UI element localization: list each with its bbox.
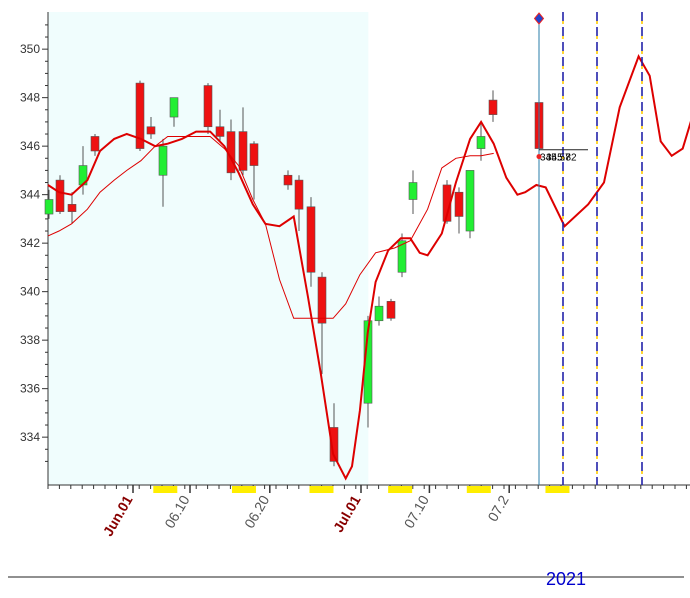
- candle: [215, 109, 225, 142]
- weekend-marker: [545, 486, 570, 493]
- candle: [306, 197, 316, 287]
- cursor-marker: [533, 12, 545, 25]
- x-tick-label: 06.10: [161, 492, 192, 531]
- weekend-marker: [153, 486, 178, 493]
- candle-body-down: [67, 204, 77, 212]
- candle-body-up: [476, 136, 486, 149]
- candle-body-up: [465, 170, 475, 232]
- weekend-markers: [153, 486, 570, 493]
- x-tick-label: Jul.01: [330, 492, 364, 535]
- candle: [146, 117, 156, 139]
- x-tick-label: 07.10: [401, 492, 432, 531]
- candle-body-down: [283, 174, 293, 186]
- candle-body-down: [306, 206, 316, 273]
- y-tick-label: 346: [20, 139, 40, 153]
- candle: [386, 298, 396, 321]
- candle-body-down: [386, 301, 396, 319]
- candle-body-down: [215, 126, 225, 137]
- weekend-marker: [388, 486, 413, 493]
- year-label: 2021: [546, 569, 586, 589]
- candle-body-down: [135, 82, 145, 149]
- candle: [44, 189, 54, 219]
- candle-body-down: [454, 191, 464, 217]
- last-value-dot: [536, 154, 542, 160]
- candle: [203, 83, 213, 135]
- candle-body-up: [158, 145, 168, 176]
- x-tick-label: 07.2: [484, 492, 512, 524]
- x-tick-label: Jun.01: [100, 492, 136, 539]
- candle: [397, 233, 407, 278]
- y-tick-label: 336: [20, 382, 40, 396]
- candle: [317, 272, 327, 375]
- candle-body-down: [146, 126, 156, 135]
- axes: [8, 12, 690, 578]
- candle-body-down: [55, 179, 65, 212]
- weekend-marker: [231, 486, 256, 493]
- weekend-marker: [466, 486, 491, 493]
- candle-body-down: [294, 179, 304, 210]
- plot-area: [48, 12, 369, 485]
- candle-body-up: [374, 305, 384, 322]
- candle-body-up: [169, 97, 179, 118]
- candle: [294, 175, 304, 232]
- candle-body-down: [90, 136, 100, 152]
- y-tick-label: 338: [20, 333, 40, 347]
- moving-averages: [47, 54, 690, 481]
- candle: [67, 192, 77, 224]
- candle: [408, 170, 418, 215]
- last-value-label: 345.57: [540, 153, 571, 164]
- candle: [158, 138, 168, 207]
- y-tick-label: 344: [20, 188, 40, 202]
- candle: [488, 90, 498, 122]
- candle: [476, 124, 486, 161]
- y-tick-label: 334: [20, 430, 40, 444]
- ma-thick-line: [47, 54, 690, 481]
- candle-body-down: [203, 85, 213, 128]
- candle: [238, 107, 248, 176]
- candle-body-down: [329, 427, 339, 462]
- y-tick-label: 342: [20, 236, 40, 250]
- candle: [90, 134, 100, 156]
- candle: [374, 296, 384, 326]
- weekend-marker: [309, 486, 334, 493]
- candle-body-up: [44, 199, 54, 215]
- candle: [454, 187, 464, 234]
- y-tick-label: 350: [20, 42, 40, 56]
- candle: [465, 170, 475, 239]
- candle-body-up: [397, 240, 407, 273]
- candle-body-down: [317, 276, 327, 324]
- candle-body-down: [249, 143, 259, 166]
- last-value-label: 345.82: [546, 153, 577, 164]
- candle-body-up: [408, 182, 418, 200]
- candle-body-down: [238, 131, 248, 171]
- candle: [283, 170, 293, 190]
- x-tick-label: 06.20: [241, 492, 272, 531]
- y-tick-label: 340: [20, 285, 40, 299]
- candle: [169, 97, 179, 127]
- y-tick-label: 348: [20, 91, 40, 105]
- forecast-markers: [533, 12, 643, 485]
- candle: [55, 175, 65, 215]
- candle-body-down: [488, 99, 498, 115]
- candle: [249, 141, 259, 200]
